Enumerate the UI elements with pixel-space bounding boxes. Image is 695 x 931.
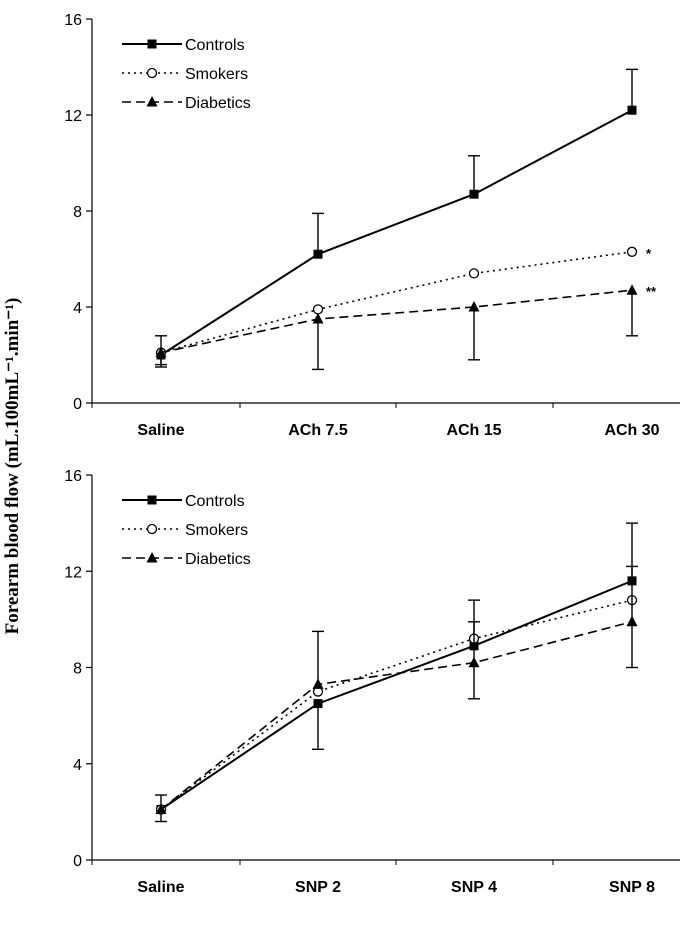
legend-marker	[146, 96, 158, 107]
data-point	[626, 284, 638, 295]
x-tick-label: SNP 8	[609, 879, 655, 896]
data-point	[312, 304, 324, 315]
x-tick-label: SNP 4	[451, 879, 497, 896]
data-point	[626, 246, 638, 257]
legend-label: Smokers	[185, 522, 248, 539]
legend-marker	[147, 39, 157, 49]
data-point	[313, 249, 323, 259]
data-point	[313, 699, 323, 709]
y-tick-label: 12	[64, 564, 82, 581]
y-tick-label: 12	[64, 108, 82, 125]
data-point	[468, 656, 480, 668]
x-tick-label: Saline	[137, 422, 184, 439]
data-point	[155, 803, 167, 814]
x-tick-label: ACh 30	[604, 422, 659, 439]
data-point	[469, 189, 479, 199]
legend-item-smokers: Smokers	[122, 522, 248, 539]
x-tick-label: Saline	[137, 879, 184, 896]
data-point	[468, 301, 480, 312]
legend-item-controls: Controls	[122, 493, 245, 510]
significance-marker: **	[646, 284, 657, 299]
series-diabetics	[155, 565, 638, 814]
series-diabetics	[155, 284, 638, 371]
series-line	[160, 109, 633, 356]
y-tick-label: 4	[73, 300, 82, 317]
legend-item-smokers: Smokers	[122, 66, 248, 83]
y-axis-label: Forearm blood flow (mL.100mL⁻¹.min⁻¹)	[2, 298, 23, 635]
legend-label: Controls	[185, 37, 245, 54]
significance-marker: *	[646, 246, 652, 261]
data-point	[627, 105, 637, 115]
data-point	[312, 313, 324, 324]
legend-label: Smokers	[185, 66, 248, 83]
y-tick-label: 4	[73, 757, 82, 774]
series-smokers	[155, 594, 638, 815]
legend-label: Controls	[185, 493, 245, 510]
series-line	[160, 621, 633, 811]
data-point	[468, 268, 480, 279]
x-tick-label: SNP 2	[295, 879, 341, 896]
series-controls	[155, 68, 638, 368]
legend-item-diabetics: Diabetics	[122, 551, 251, 568]
legend-marker	[146, 552, 158, 563]
legend-label: Diabetics	[185, 551, 251, 568]
y-tick-label: 16	[64, 12, 82, 29]
data-point	[312, 678, 324, 689]
data-point	[626, 615, 638, 627]
legend-marker	[147, 495, 157, 505]
series-line	[160, 599, 633, 811]
series-line	[160, 251, 633, 354]
legend-label: Diabetics	[185, 95, 251, 112]
y-tick-label: 8	[73, 661, 82, 678]
legend-marker	[146, 523, 158, 535]
y-tick-label: 0	[73, 396, 82, 413]
series-line	[160, 579, 633, 811]
legend-item-diabetics: Diabetics	[122, 95, 251, 112]
series-line	[160, 289, 633, 354]
y-tick-label: 8	[73, 204, 82, 221]
y-tick-label: 0	[73, 853, 82, 870]
legend-item-controls: Controls	[122, 37, 245, 54]
data-point	[155, 346, 167, 358]
x-tick-label: ACh 15	[446, 422, 501, 439]
panel-bottom: 0 4 8 12 16 Saline SNP 2 SNP 4 SNP 8 Controls Smok…	[64, 468, 680, 896]
series-smokers	[155, 246, 638, 358]
legend-marker	[146, 67, 158, 79]
y-tick-label: 16	[64, 468, 82, 485]
x-tick-label: ACh 7.5	[288, 422, 348, 439]
